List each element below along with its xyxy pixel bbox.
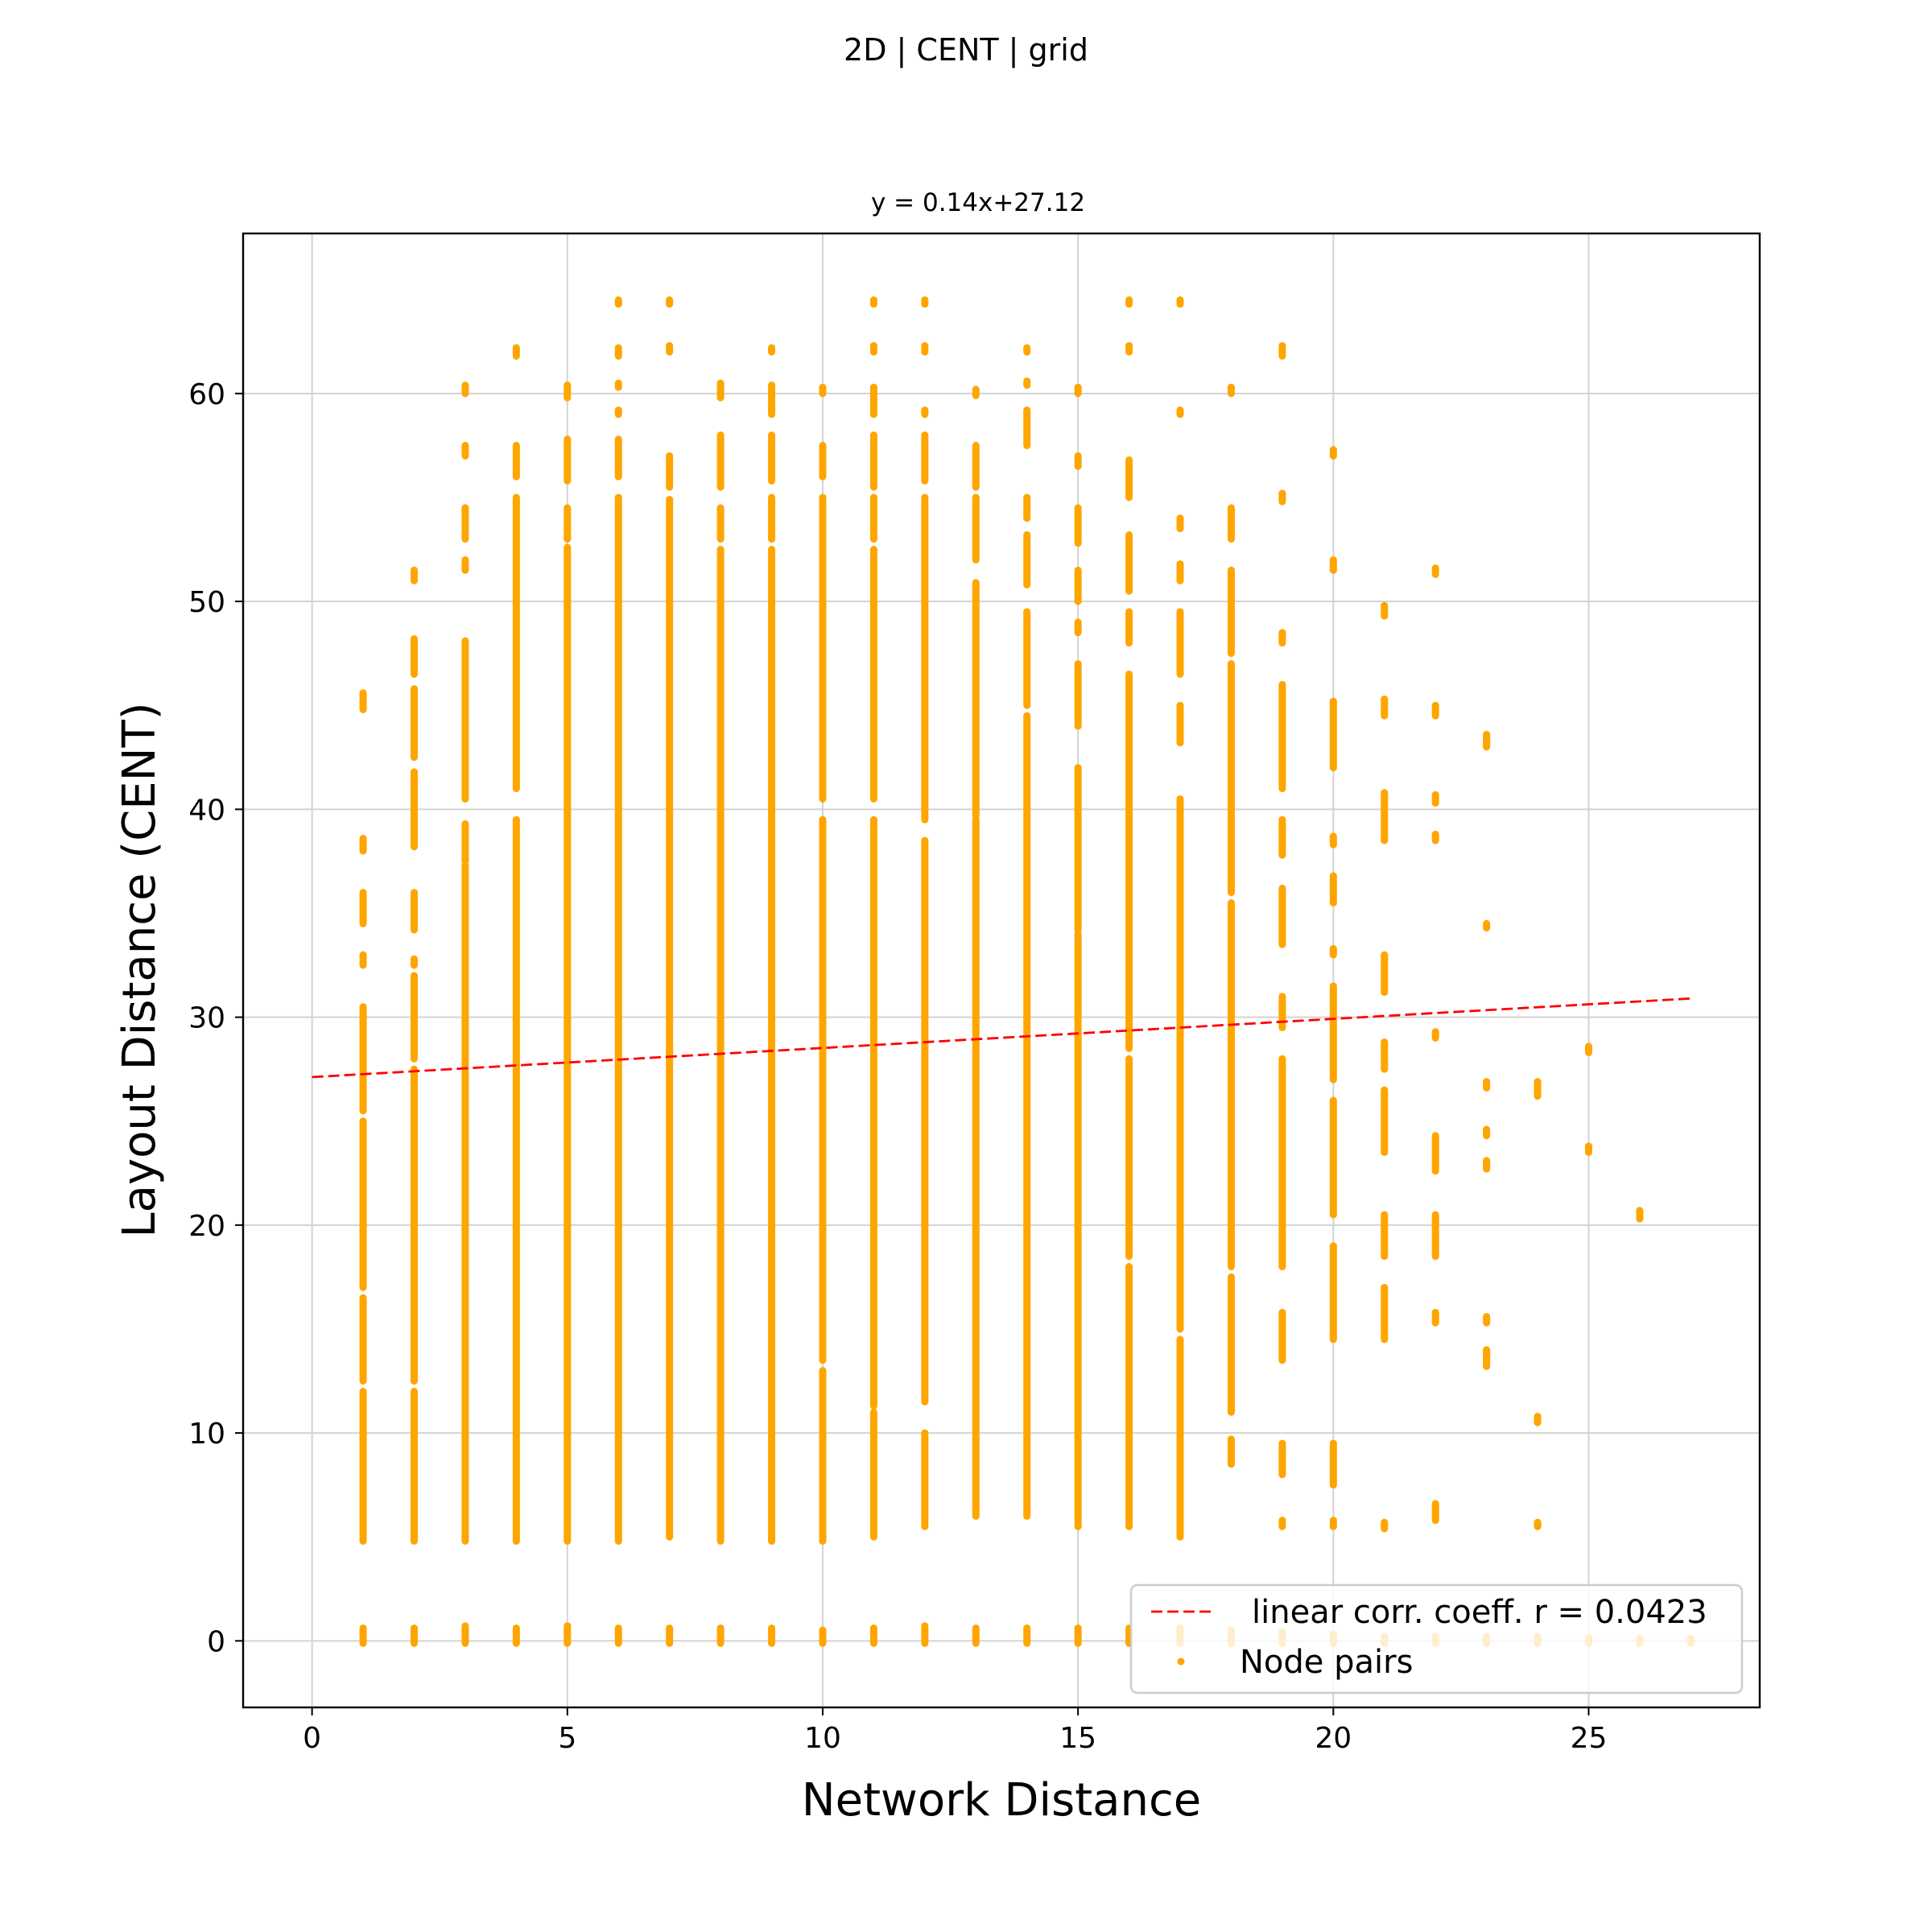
y-tick-label: 0 bbox=[207, 1625, 225, 1658]
legend-node-pairs-label: Node pairs bbox=[1240, 1644, 1413, 1681]
x-tick-label: 25 bbox=[1571, 1722, 1608, 1755]
figure-suptitle: 2D | CENT | grid bbox=[844, 32, 1088, 68]
y-tick-label: 40 bbox=[188, 794, 225, 827]
x-tick-label: 15 bbox=[1059, 1722, 1096, 1755]
y-tick-label: 10 bbox=[188, 1418, 225, 1451]
y-axis-label: Layout Distance (CENT) bbox=[114, 702, 166, 1237]
x-tick-label: 20 bbox=[1315, 1722, 1352, 1755]
x-axis-label: Network Distance bbox=[802, 1774, 1201, 1827]
legend: linear corr. coeff. r = 0.0423 Node pair… bbox=[1129, 1583, 1744, 1695]
plot-area bbox=[242, 232, 1761, 1709]
y-tick-label: 50 bbox=[188, 586, 225, 619]
legend-fit-line-label: linear corr. coeff. r = 0.0423 bbox=[1252, 1594, 1707, 1631]
x-tick-label: 10 bbox=[804, 1722, 841, 1755]
legend-node-pairs-marker bbox=[1177, 1657, 1185, 1666]
x-tick-label: 5 bbox=[558, 1722, 576, 1755]
chart-title: y = 0.14x+27.12 bbox=[871, 188, 1085, 217]
y-tick-label: 20 bbox=[188, 1210, 225, 1243]
fit-line bbox=[312, 997, 1691, 1079]
y-tick-label: 30 bbox=[188, 1002, 225, 1035]
axes-frame bbox=[242, 232, 1761, 1709]
y-axis: 0 10 20 30 40 50 60 bbox=[188, 378, 243, 1658]
node-pairs-series bbox=[359, 296, 1695, 1647]
legend-box bbox=[1129, 1583, 1744, 1695]
x-axis: 0 5 10 15 20 25 bbox=[303, 1707, 1607, 1755]
x-tick-label: 0 bbox=[303, 1722, 321, 1755]
y-tick-label: 60 bbox=[188, 378, 225, 411]
